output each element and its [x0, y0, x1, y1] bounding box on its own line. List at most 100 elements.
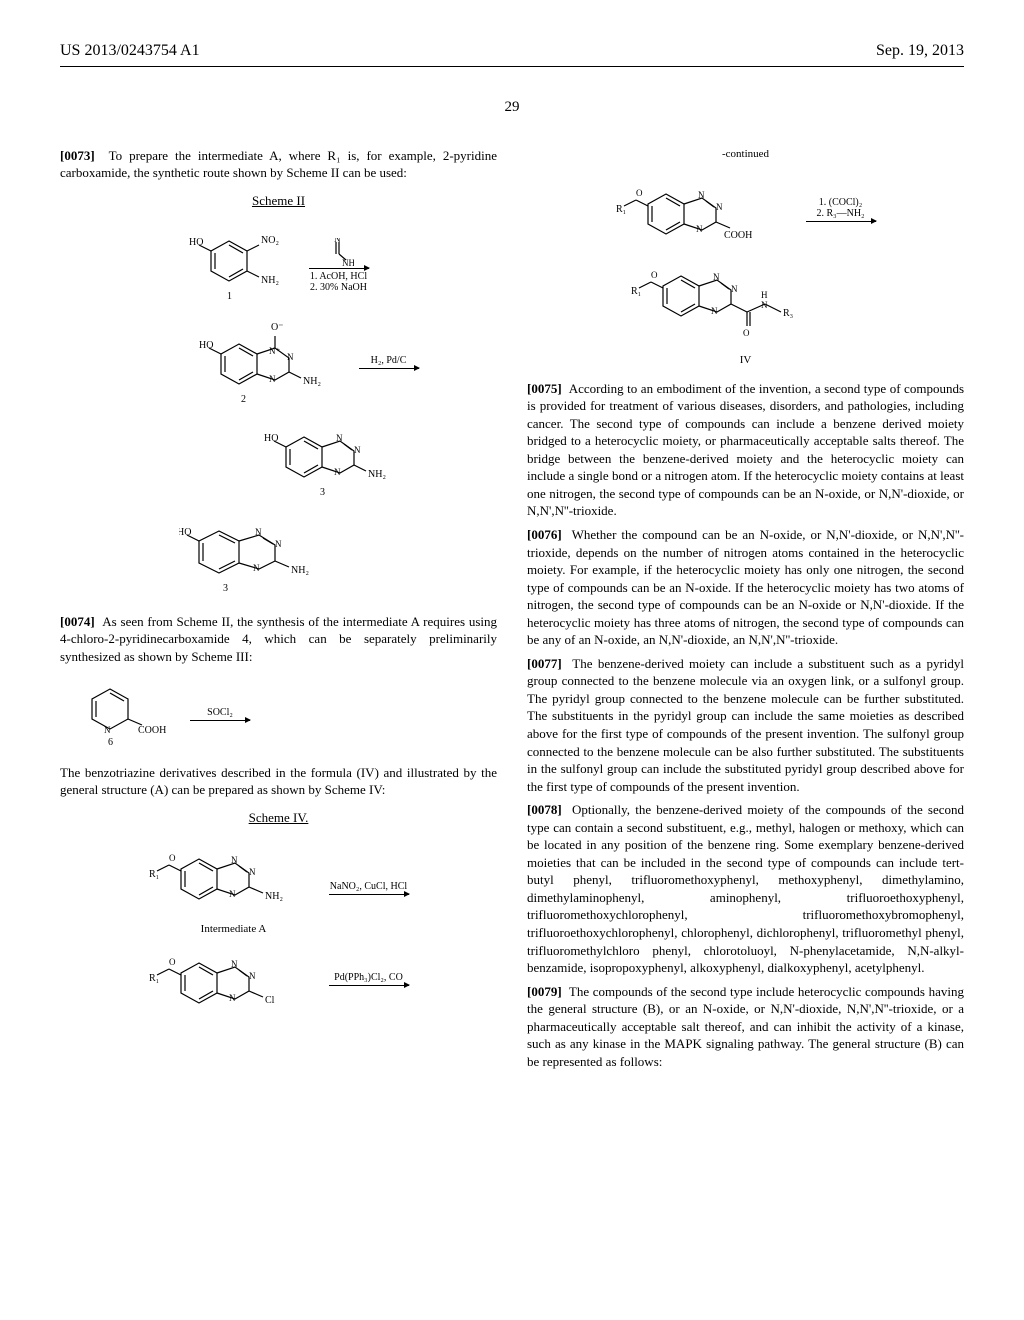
svg-text:N: N — [716, 202, 723, 212]
arrow-cond-scheme3: SOCl₂ — [207, 707, 233, 718]
scheme2-step1: HO NO₂ NH₂ 1 N NH₂ — [189, 223, 369, 308]
svg-text:N: N — [275, 539, 282, 549]
compound-2: HO O⁻ N⁺ N N NH₂ 2 — [199, 316, 349, 411]
page-number: 29 — [60, 97, 964, 117]
svg-text:N: N — [711, 306, 718, 316]
svg-text:R₁: R₁ — [149, 869, 159, 880]
svg-text:3: 3 — [223, 583, 228, 594]
intermediate-a-label: Intermediate A — [149, 922, 319, 937]
arrow-cond-s4-2: Pd(PPh₃)Cl₂, CO — [334, 972, 403, 983]
publication-number: US 2013/0243754 A1 — [60, 40, 200, 62]
svg-text:2: 2 — [241, 394, 246, 405]
paragraph-0073: [0073] To prepare the intermediate A, wh… — [60, 147, 497, 182]
para-num: [0075] — [527, 381, 562, 396]
svg-text:N: N — [287, 352, 294, 362]
svg-text:O: O — [743, 328, 750, 338]
svg-text:R₃: R₃ — [783, 308, 793, 319]
svg-text:NO₂: NO₂ — [261, 235, 279, 246]
scheme-4-structures: R₁ O N N N NH₂ Intermediate A NaNO₂, CuC… — [60, 837, 497, 1019]
scheme2-step3: HO N N N NH₂ 3 — [264, 419, 414, 504]
arrow-step2: H₂, Pd/C — [359, 355, 419, 371]
scheme2-step2: HO O⁻ N⁺ N N NH₂ 2 H₂, Pd/C — [199, 316, 419, 411]
svg-text:1: 1 — [227, 291, 232, 302]
arrow-cond-s4-3a: 1. (COCl)₂ — [819, 197, 863, 208]
svg-text:NH₂: NH₂ — [342, 258, 354, 266]
scheme-2-structures: HO NO₂ NH₂ 1 N NH₂ — [60, 219, 497, 604]
scheme4-product: R₁ O N N N O H N R₃ IV — [631, 256, 861, 367]
para-num: [0079] — [527, 984, 562, 999]
svg-text:N: N — [696, 224, 703, 234]
svg-text:N: N — [731, 284, 738, 294]
svg-text:HO: HO — [189, 237, 203, 248]
para-text: As seen from Scheme II, the synthesis of… — [60, 614, 497, 664]
arrow-scheme3: SOCl₂ — [190, 707, 250, 723]
svg-text:HO: HO — [264, 433, 278, 444]
two-column-layout: [0073] To prepare the intermediate A, wh… — [60, 147, 964, 1077]
svg-text:R₁: R₁ — [149, 973, 159, 984]
svg-text:3: 3 — [320, 487, 325, 498]
para-num: [0074] — [60, 614, 95, 629]
paragraph-0074: [0074] As seen from Scheme II, the synth… — [60, 613, 497, 666]
svg-text:O: O — [651, 270, 658, 280]
svg-text:NH₂: NH₂ — [303, 376, 321, 387]
scheme4-step1: R₁ O N N N NH₂ Intermediate A NaNO₂, CuC… — [149, 841, 409, 937]
svg-text:N: N — [334, 238, 341, 244]
svg-text:NH₂: NH₂ — [265, 891, 283, 902]
left-column: [0073] To prepare the intermediate A, wh… — [60, 147, 497, 1077]
svg-text:Cl: Cl — [265, 995, 275, 1006]
scheme4-cooh: R₁ O N N N COOH — [616, 174, 796, 249]
para-num: [0076] — [527, 527, 562, 542]
para-text: Optionally, the benzene-derived moiety o… — [527, 802, 964, 975]
svg-text:NH₂: NH₂ — [291, 565, 309, 576]
svg-text:N: N — [231, 959, 238, 969]
para-num: [0073] — [60, 148, 95, 163]
paragraph-0075: [0075] According to an embodiment of the… — [527, 380, 964, 520]
scheme-2-label: Scheme II — [60, 192, 497, 210]
scheme-4-continued: R₁ O N N N COOH 1. (COCl)₂ 2. R₃—NH₂ — [527, 170, 964, 372]
scheme4-intro: The benzotriazine derivatives described … — [60, 764, 497, 799]
svg-text:6: 6 — [108, 737, 113, 747]
svg-text:N: N — [334, 467, 341, 477]
arrow-cond-1: 1. AcOH, HCl — [310, 271, 367, 282]
svg-text:R₁: R₁ — [616, 204, 626, 215]
compound-3: HO N N N NH₂ 3 — [264, 419, 414, 504]
publication-date: Sep. 19, 2013 — [876, 40, 964, 62]
svg-text:HO: HO — [199, 340, 213, 351]
svg-text:N: N — [229, 889, 236, 899]
right-column: -continued — [527, 147, 964, 1077]
svg-text:N⁺: N⁺ — [269, 346, 280, 356]
para-text: To prepare the intermediate A, where R₁ … — [60, 148, 497, 181]
svg-text:N: N — [253, 563, 260, 573]
compound-1: HO NO₂ NH₂ 1 — [189, 223, 299, 308]
para-text: The benzene-derived moiety can include a… — [527, 656, 964, 794]
scheme4-step2: R₁ O N N N Cl Pd(PPh₃)Cl₂, CO — [149, 945, 409, 1015]
svg-text:NH₂: NH₂ — [261, 275, 279, 286]
svg-text:NH₂: NH₂ — [368, 469, 386, 480]
svg-text:HO: HO — [179, 527, 191, 538]
scheme4-chloro: R₁ O N N N Cl — [149, 945, 319, 1015]
svg-text:COOH: COOH — [724, 230, 752, 241]
svg-text:H: H — [761, 290, 768, 300]
arrow-step1: N NH₂ 1. AcOH, HCl 2. 30% NaOH — [309, 238, 369, 293]
svg-text:N: N — [104, 725, 111, 735]
page-header: US 2013/0243754 A1 Sep. 19, 2013 — [60, 40, 964, 67]
paragraph-0079: [0079] The compounds of the second type … — [527, 983, 964, 1071]
paragraph-0078: [0078] Optionally, the benzene-derived m… — [527, 801, 964, 976]
svg-text:N: N — [336, 433, 343, 443]
svg-text:N: N — [713, 272, 720, 282]
paragraph-0077: [0077] The benzene-derived moiety can in… — [527, 655, 964, 795]
arrow-cond-step2: H₂, Pd/C — [371, 355, 407, 366]
scheme2-step3-dup: HO N N N NH₂ 3 — [179, 511, 339, 601]
svg-text:N: N — [255, 527, 262, 537]
svg-text:N: N — [698, 190, 705, 200]
continued-label: -continued — [527, 147, 964, 162]
svg-text:N: N — [249, 867, 256, 877]
svg-text:N: N — [761, 300, 768, 310]
svg-text:N: N — [231, 855, 238, 865]
compound-3-dup: HO N N N NH₂ 3 — [179, 511, 339, 601]
svg-text:N: N — [354, 445, 361, 455]
paragraph-0076: [0076] Whether the compound can be an N-… — [527, 526, 964, 649]
intermediate-a: R₁ O N N N NH₂ Intermediate A — [149, 841, 319, 937]
para-num: [0078] — [527, 802, 562, 817]
arrow-scheme4-step3: 1. (COCl)₂ 2. R₃—NH₂ — [806, 197, 876, 224]
